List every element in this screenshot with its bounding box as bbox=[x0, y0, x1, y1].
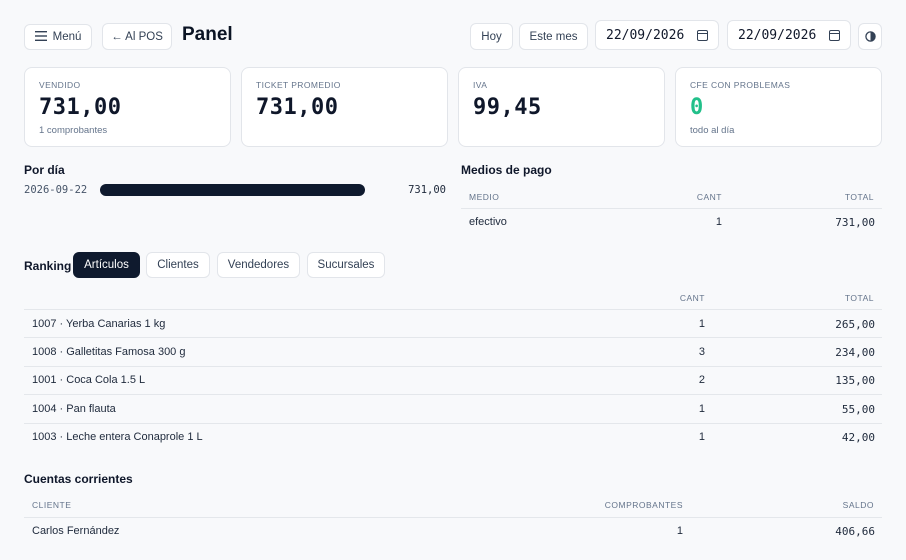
row-divider bbox=[24, 423, 882, 424]
row-divider bbox=[24, 394, 882, 395]
ranking-cant: 3 bbox=[698, 346, 705, 358]
by-day-title: Por día bbox=[24, 163, 65, 177]
payments-header-rule bbox=[461, 208, 882, 209]
card-cfe-problems: CFE CON PROBLEMAS 0 todo al día bbox=[675, 67, 882, 147]
this-month-button[interactable]: Este mes bbox=[519, 23, 588, 50]
card-sub: todo al día bbox=[690, 125, 735, 136]
payments-title: Medios de pago bbox=[461, 163, 552, 177]
ranking-cant: 1 bbox=[698, 318, 705, 330]
card-sold: VENDIDO 731,00 1 comprobantes bbox=[24, 67, 231, 147]
back-to-pos-button[interactable]: ← Al POS bbox=[102, 23, 172, 50]
payments-cant: 1 bbox=[715, 216, 722, 228]
ranking-header-rule bbox=[24, 309, 882, 310]
payments-total: 731,00 bbox=[835, 216, 875, 229]
card-value: 731,00 bbox=[256, 95, 339, 120]
page-title: Panel bbox=[182, 24, 233, 45]
card-value: 0 bbox=[690, 95, 704, 120]
ranking-total: 42,00 bbox=[841, 431, 875, 444]
tab-clientes[interactable]: Clientes bbox=[146, 252, 210, 278]
tab-vendedores[interactable]: Vendedores bbox=[217, 252, 300, 278]
menu-icon bbox=[34, 30, 47, 44]
ranking-cant: 1 bbox=[698, 431, 705, 443]
calendar-icon[interactable] bbox=[829, 29, 840, 41]
ranking-total: 55,00 bbox=[841, 403, 875, 416]
ranking-total: 135,00 bbox=[835, 374, 875, 387]
accounts-col-saldo: SALDO bbox=[842, 500, 874, 510]
today-button[interactable]: Hoy bbox=[470, 23, 513, 50]
payments-medio: efectivo bbox=[469, 216, 507, 228]
by-day-amount: 731,00 bbox=[408, 184, 446, 196]
date-to-value: 22/09/2026 bbox=[738, 27, 817, 43]
card-value: 731,00 bbox=[39, 95, 122, 120]
accounts-col-comprobantes: COMPROBANTES bbox=[604, 500, 683, 510]
calendar-icon[interactable] bbox=[697, 29, 708, 41]
by-day-bar bbox=[100, 184, 365, 196]
card-label: VENDIDO bbox=[39, 80, 81, 90]
ranking-title: Ranking bbox=[24, 259, 72, 273]
row-divider bbox=[24, 366, 882, 367]
ranking-item: 1008 · Galletitas Famosa 300 g bbox=[32, 346, 186, 358]
ranking-total: 265,00 bbox=[835, 318, 875, 331]
accounts-comprobantes: 1 bbox=[676, 525, 683, 537]
card-value: 99,45 bbox=[473, 95, 542, 120]
card-label: IVA bbox=[473, 80, 488, 90]
accounts-saldo: 406,66 bbox=[835, 525, 875, 538]
ranking-cant: 1 bbox=[698, 403, 705, 415]
ranking-item: 1004 · Pan flauta bbox=[32, 403, 116, 415]
accounts-title: Cuentas corrientes bbox=[24, 472, 133, 486]
theme-toggle-button[interactable] bbox=[858, 23, 882, 50]
ranking-item: 1003 · Leche entera Conaprole 1 L bbox=[32, 431, 203, 443]
accounts-col-cliente: CLIENTE bbox=[32, 500, 72, 510]
menu-label: Menú bbox=[52, 31, 82, 43]
ranking-col-cant: CANT bbox=[679, 293, 705, 303]
ranking-total: 234,00 bbox=[835, 346, 875, 359]
ranking-item: 1007 · Yerba Canarias 1 kg bbox=[32, 318, 166, 330]
card-label: CFE CON PROBLEMAS bbox=[690, 80, 791, 90]
ranking-item: 1001 · Coca Cola 1.5 L bbox=[32, 374, 146, 386]
ranking-col-total: TOTAL bbox=[844, 293, 874, 303]
accounts-cliente: Carlos Fernández bbox=[32, 525, 120, 537]
by-day-date: 2026-09-22 bbox=[24, 184, 88, 196]
date-to-input[interactable]: 22/09/2026 bbox=[727, 20, 851, 50]
card-sub: 1 comprobantes bbox=[39, 125, 108, 136]
payments-col-medio: MEDIO bbox=[469, 192, 500, 202]
date-from-value: 22/09/2026 bbox=[606, 27, 685, 43]
payments-col-total: TOTAL bbox=[844, 192, 874, 202]
by-day-bar-track bbox=[100, 184, 365, 196]
theme-toggle-icon bbox=[864, 31, 876, 42]
card-iva: IVA 99,45 bbox=[458, 67, 665, 147]
tab-articulos[interactable]: Artículos bbox=[73, 252, 140, 278]
tab-sucursales[interactable]: Sucursales bbox=[307, 252, 385, 278]
card-label: TICKET PROMEDIO bbox=[256, 80, 341, 90]
menu-button[interactable]: Menú bbox=[24, 24, 92, 50]
ranking-cant: 2 bbox=[698, 374, 705, 386]
date-from-input[interactable]: 22/09/2026 bbox=[595, 20, 719, 50]
payments-col-cant: CANT bbox=[696, 192, 722, 202]
accounts-header-rule bbox=[24, 517, 882, 518]
card-average-ticket: TICKET PROMEDIO 731,00 bbox=[241, 67, 448, 147]
row-divider bbox=[24, 337, 882, 338]
